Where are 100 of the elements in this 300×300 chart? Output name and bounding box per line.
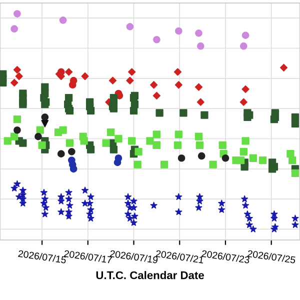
point	[41, 210, 48, 218]
point	[57, 150, 65, 158]
point	[288, 156, 296, 164]
point	[68, 81, 76, 89]
point	[124, 193, 132, 200]
point	[10, 184, 18, 192]
point	[152, 130, 161, 138]
point	[58, 208, 65, 216]
point	[249, 154, 258, 162]
point	[292, 221, 299, 228]
point	[0, 78, 7, 87]
point	[174, 81, 182, 89]
point	[286, 150, 294, 158]
point	[240, 42, 248, 50]
point	[65, 195, 72, 202]
point	[15, 72, 23, 80]
x-axis-title: U.T.C. Calendar Date	[96, 271, 204, 280]
point	[258, 156, 267, 164]
point	[19, 100, 27, 108]
point	[107, 128, 115, 136]
point	[10, 25, 18, 33]
point	[41, 114, 49, 121]
x-tick-label: 2026/07/21	[156, 250, 204, 264]
point	[195, 204, 202, 211]
point	[59, 126, 67, 134]
point	[218, 206, 226, 213]
point	[108, 76, 117, 84]
x-tick-label: 2026/07/25	[247, 250, 296, 264]
point	[70, 165, 78, 173]
point	[242, 202, 250, 209]
point	[68, 148, 76, 156]
point	[66, 202, 74, 209]
point	[270, 210, 278, 218]
point	[58, 198, 65, 204]
point	[13, 66, 22, 74]
point	[242, 32, 250, 39]
point	[270, 226, 278, 232]
point	[128, 68, 136, 76]
point	[218, 200, 226, 206]
point	[126, 23, 134, 30]
point	[130, 106, 138, 115]
point	[268, 165, 276, 173]
point	[110, 146, 118, 154]
point	[174, 27, 182, 35]
point	[240, 148, 248, 156]
point	[270, 116, 278, 124]
point	[174, 68, 182, 76]
point	[240, 98, 248, 106]
point	[36, 126, 44, 134]
point	[222, 154, 230, 162]
point	[174, 141, 182, 150]
point	[196, 141, 204, 150]
point	[40, 188, 48, 196]
x-tick-label: 2026/07/19	[110, 250, 158, 264]
point	[86, 146, 95, 154]
point	[128, 137, 136, 145]
point	[156, 109, 164, 117]
point	[196, 98, 204, 106]
point	[124, 210, 132, 218]
point	[130, 219, 138, 226]
point	[232, 156, 240, 164]
x-tick-label: 2026/07/23	[202, 250, 250, 264]
point	[280, 64, 288, 72]
x-tick-label: 2026/07/15	[18, 250, 66, 264]
point	[65, 208, 72, 216]
point	[34, 132, 42, 140]
point	[180, 109, 188, 117]
point	[194, 132, 203, 140]
point	[134, 148, 142, 156]
point	[175, 193, 182, 200]
point	[14, 10, 21, 18]
point	[64, 68, 73, 76]
point	[82, 186, 89, 194]
point	[130, 198, 138, 204]
point	[58, 193, 65, 200]
point	[246, 214, 253, 222]
point	[124, 200, 132, 206]
point	[246, 221, 253, 228]
point	[38, 141, 46, 150]
point	[242, 137, 250, 145]
point	[14, 126, 21, 134]
point	[42, 204, 50, 211]
point	[4, 137, 12, 145]
point	[86, 106, 95, 115]
point	[114, 158, 122, 166]
point	[196, 198, 204, 204]
point	[291, 120, 300, 128]
point	[241, 195, 248, 202]
point	[198, 152, 206, 160]
point	[126, 76, 134, 84]
point	[292, 214, 299, 222]
point	[114, 134, 122, 143]
point	[242, 85, 250, 94]
point	[244, 210, 251, 218]
point	[240, 162, 248, 171]
point	[195, 29, 202, 37]
point	[200, 111, 208, 119]
point	[146, 137, 154, 145]
point	[174, 130, 182, 138]
point	[194, 83, 203, 91]
